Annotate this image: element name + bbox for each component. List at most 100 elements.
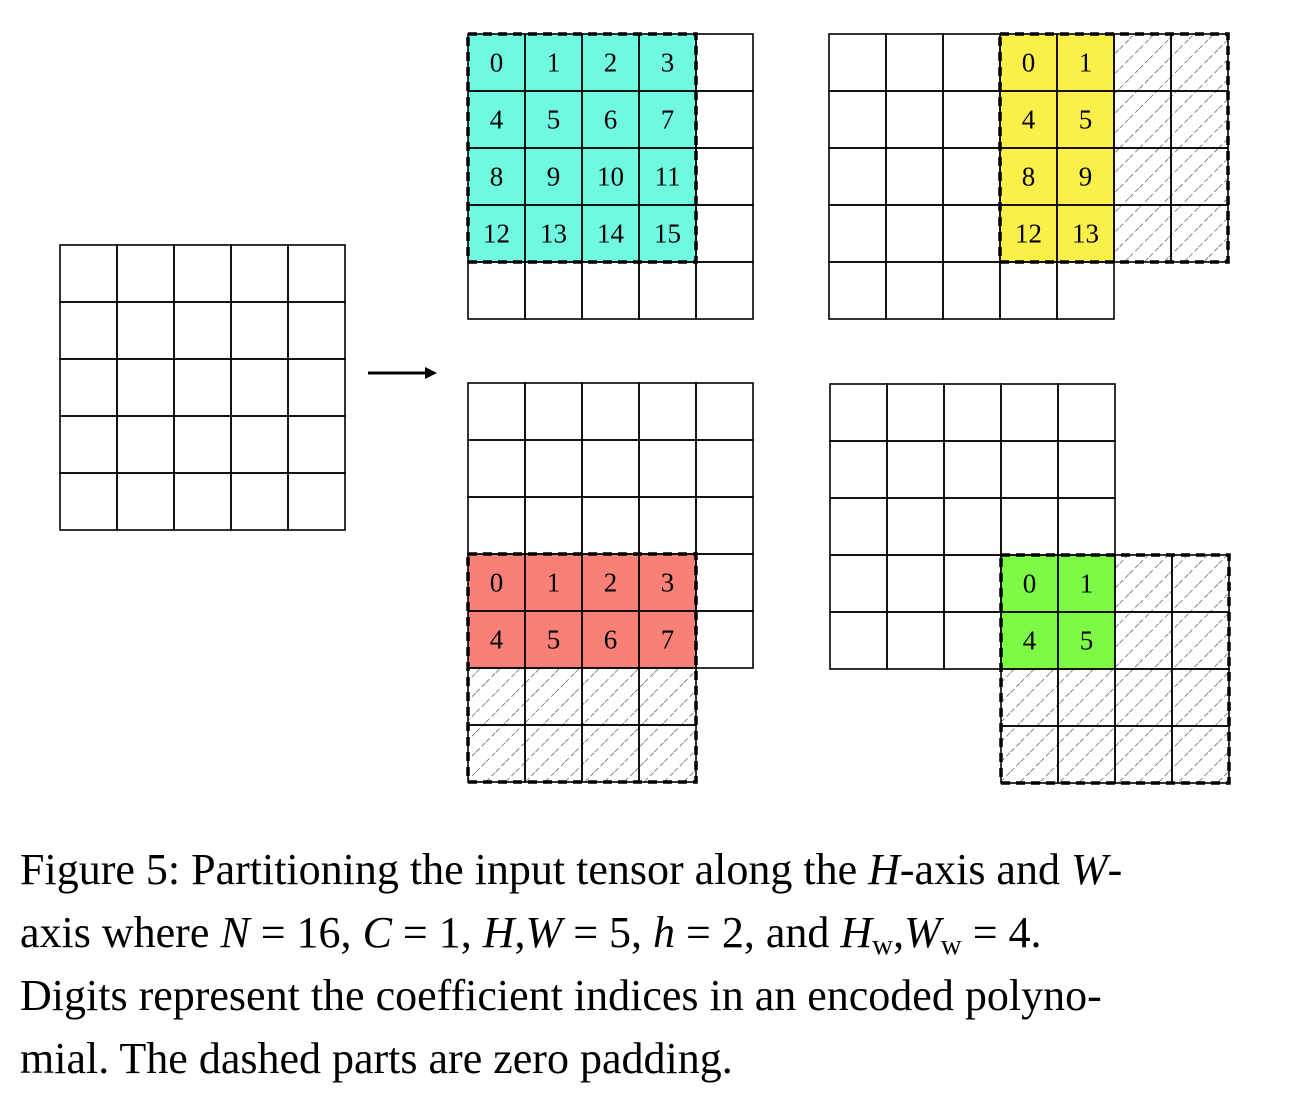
input-cell xyxy=(59,415,118,474)
coefficient-index: 0 xyxy=(490,568,504,598)
coefficient-index: 10 xyxy=(597,162,624,192)
grid-cell xyxy=(695,496,754,555)
coefficient-index: 5 xyxy=(1080,626,1094,656)
coefficient-index: 5 xyxy=(547,625,561,655)
grid-cell xyxy=(943,383,1002,442)
coefficient-index: 8 xyxy=(1022,162,1036,192)
input-cell xyxy=(230,244,289,303)
input-cell xyxy=(287,472,346,531)
grid-cell xyxy=(943,497,1002,556)
coefficient-index: 12 xyxy=(483,219,510,249)
input-cell xyxy=(59,472,118,531)
coefficient-index: 1 xyxy=(1079,48,1093,78)
grid-cell xyxy=(828,261,887,320)
window-outline xyxy=(466,552,698,784)
coefficient-index: 0 xyxy=(1022,48,1036,78)
coefficient-index: 5 xyxy=(1079,105,1093,135)
grid-cell xyxy=(695,439,754,498)
grid-cell xyxy=(1057,383,1116,442)
grid-cell xyxy=(885,90,944,149)
grid-cell xyxy=(886,497,945,556)
caption-label: Figure 5: xyxy=(20,845,181,894)
grid-cell xyxy=(695,610,754,669)
coefficient-index: 4 xyxy=(1022,105,1036,135)
grid-cell xyxy=(638,496,697,555)
input-cell xyxy=(230,358,289,417)
grid-cell xyxy=(695,382,754,441)
input-cell xyxy=(287,358,346,417)
partition-bottom-left: 0 1 2 3 4 5 6 7 xyxy=(466,382,754,784)
grid-cell xyxy=(885,33,944,92)
window-outline xyxy=(998,32,1230,264)
grid-cell xyxy=(942,147,1001,206)
input-cell xyxy=(116,358,175,417)
grid-cell xyxy=(524,261,583,320)
grid-cell xyxy=(829,383,888,442)
grid-cell xyxy=(1057,440,1116,499)
grid-cell xyxy=(999,261,1058,320)
grid-cell xyxy=(695,147,754,206)
grid-cell xyxy=(581,439,640,498)
partition-bottom-right: 0 1 4 5 xyxy=(829,383,1231,785)
grid-cell xyxy=(695,33,754,92)
grid-cell xyxy=(942,33,1001,92)
coefficient-index: 3 xyxy=(661,568,675,598)
input-cell xyxy=(59,244,118,303)
coefficient-index: 6 xyxy=(604,105,618,135)
coefficient-index: 13 xyxy=(1072,219,1099,249)
coefficient-index: 3 xyxy=(661,48,675,78)
coefficient-index: 13 xyxy=(540,219,567,249)
coefficient-index: 5 xyxy=(547,105,561,135)
coefficient-index: 2 xyxy=(604,568,618,598)
grid-cell xyxy=(943,440,1002,499)
grid-cell xyxy=(467,382,526,441)
grid-cell xyxy=(695,204,754,263)
input-cell xyxy=(116,472,175,531)
grid-cell xyxy=(1056,261,1115,320)
coefficient-index: 1 xyxy=(547,568,561,598)
grid-cell xyxy=(524,439,583,498)
coefficient-index: 11 xyxy=(655,162,681,192)
window-outline xyxy=(466,32,698,264)
grid-cell xyxy=(695,90,754,149)
grid-cell xyxy=(524,496,583,555)
grid-cell xyxy=(942,261,1001,320)
input-cell xyxy=(287,244,346,303)
coefficient-index: 1 xyxy=(1080,569,1094,599)
grid-cell xyxy=(581,382,640,441)
coefficient-index: 8 xyxy=(490,162,504,192)
input-cell xyxy=(173,358,232,417)
grid-cell xyxy=(1000,440,1059,499)
coefficient-index: 7 xyxy=(661,625,675,655)
coefficient-index: 0 xyxy=(490,48,504,78)
input-cell xyxy=(173,244,232,303)
grid-cell xyxy=(1057,497,1116,556)
input-cell xyxy=(116,301,175,360)
grid-cell xyxy=(1000,497,1059,556)
grid-cell xyxy=(885,147,944,206)
partition-top-right: 0 1 4 5 8 9 12 13 xyxy=(828,32,1230,320)
grid-cell xyxy=(829,611,888,670)
grid-cell xyxy=(638,382,697,441)
grid-cell xyxy=(828,90,887,149)
input-cell xyxy=(59,301,118,360)
coefficient-index: 4 xyxy=(490,105,504,135)
coefficient-index: 4 xyxy=(490,625,504,655)
grid-cell xyxy=(942,204,1001,263)
grid-cell xyxy=(581,496,640,555)
grid-cell xyxy=(943,554,1002,613)
coefficient-index: 7 xyxy=(661,105,675,135)
grid-cell xyxy=(581,261,640,320)
grid-cell xyxy=(943,611,1002,670)
grid-cell xyxy=(695,553,754,612)
grid-cell xyxy=(886,554,945,613)
grid-cell xyxy=(829,440,888,499)
coefficient-index: 6 xyxy=(604,625,618,655)
coefficient-index: 15 xyxy=(654,219,681,249)
input-cell xyxy=(173,415,232,474)
coefficient-index: 0 xyxy=(1023,569,1037,599)
grid-cell xyxy=(1000,383,1059,442)
coefficient-index: 12 xyxy=(1015,219,1042,249)
input-tensor-grid xyxy=(59,244,346,531)
